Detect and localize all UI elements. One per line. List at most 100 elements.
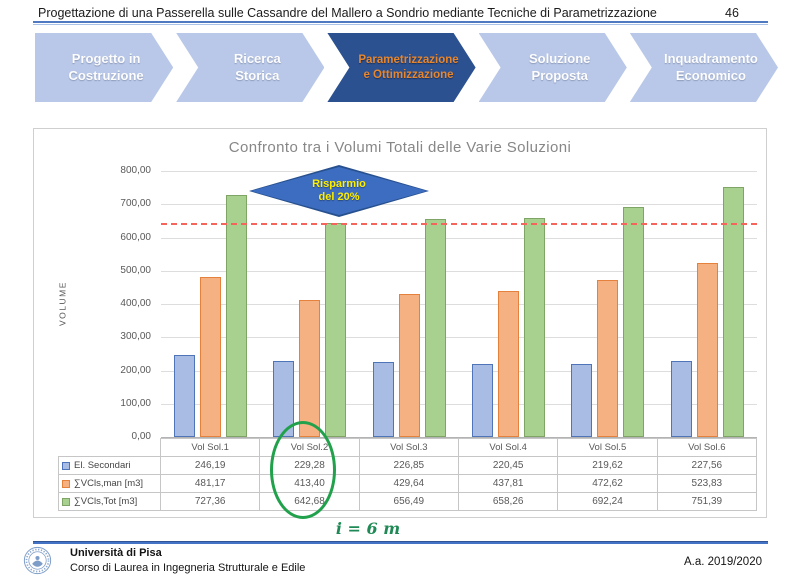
bar-vol-sol.3-series-3 (424, 218, 446, 437)
unipi-logo-icon (23, 546, 52, 580)
legend-swatch-icon (62, 461, 70, 470)
bar-vol-sol.5-series-3 (623, 206, 645, 437)
bar-group-3 (360, 218, 459, 437)
series-label: El. Secondari (74, 460, 131, 471)
bar-vol-sol.4-series-1 (472, 363, 494, 437)
data-table: Vol Sol.1 Vol Sol.2 Vol Sol.3 Vol Sol.4 Vol … (58, 438, 757, 511)
footer-text: Università di Pisa Corso di Laurea in In… (70, 546, 305, 576)
nav-step-label: Costruzione (68, 67, 144, 83)
nav-step-inquadramento-economico: Inquadramento Economico (630, 33, 778, 102)
course-name: Corso di Laurea in Ingegneria Struttural… (70, 561, 306, 574)
bar-vol-sol.6-series-3 (722, 187, 744, 437)
gridline-600 (161, 237, 757, 239)
nav-step-label: e Ottimizzazione (363, 68, 454, 81)
nav-step-label: Ricerca (233, 50, 281, 66)
y-tick-label: 400,00 (120, 298, 151, 309)
table-value: 437,81 (459, 475, 559, 493)
y-tick-label: 100,00 (120, 397, 151, 409)
y-tick-label: 0,00 (131, 431, 151, 442)
table-value: 246,19 (161, 457, 261, 475)
table-value: 481,17 (161, 475, 261, 493)
nav-step-ricerca-storica: Ricerca Storica (176, 33, 324, 102)
nav-step-progetto-in-costruzione: Progetto in Costruzione (35, 33, 173, 102)
table-value: 727,36 (161, 493, 261, 511)
target-dashed-line (161, 223, 757, 226)
chart-title: Confronto tra i Volumi Totali delle Vari… (228, 139, 572, 156)
nav-step-label: Storica (235, 67, 280, 83)
nav-step-label: Progetto in (71, 50, 141, 66)
y-tick-label: 800,00 (120, 165, 151, 176)
table-value: 219,62 (558, 457, 658, 475)
table-value: 226,85 (359, 457, 459, 475)
series-label: ∑VCls,man [m3] (74, 478, 144, 489)
bar-vol-sol.3-series-1 (372, 361, 394, 437)
bar-vol-sol.6-series-1 (670, 361, 692, 437)
page-number: 46 (725, 6, 739, 20)
bar-vol-sol.1-series-1 (174, 355, 196, 437)
y-tick-label: 600,00 (120, 231, 151, 243)
spacing-note: i = 6 m (335, 519, 401, 538)
bar-vol-sol.1-series-3 (226, 195, 248, 437)
table-value: 658,26 (459, 493, 559, 511)
savings-callout-text: Risparmio (312, 177, 366, 190)
table-value: 523,83 (657, 475, 757, 493)
table-col-header: Vol Sol.4 (459, 438, 559, 457)
legend-swatch-icon (62, 479, 70, 488)
nav-step-label: Inquadramento (663, 50, 758, 66)
table-col-header: Vol Sol.3 (359, 438, 459, 457)
bar-vol-sol.2-series-3 (325, 223, 347, 437)
gridline-300 (161, 337, 757, 339)
bar-plot (161, 171, 757, 437)
bar-group-4 (459, 218, 558, 437)
y-tick-label: 300,00 (120, 331, 151, 343)
bar-vol-sol.3-series-2 (398, 294, 420, 437)
nav-step-label: Economico (675, 67, 746, 83)
footer-divider (33, 541, 768, 544)
y-tick-label: 200,00 (120, 364, 151, 376)
y-axis-title: VOLUME (57, 281, 68, 327)
gridline-500 (161, 270, 757, 272)
nav-step-parametrizzazione-ottimizzazione: Parametrizzazione e Ottimizzazione (327, 33, 475, 102)
bar-group-6 (658, 187, 757, 437)
chart-area: Confronto tra i Volumi Totali delle Vari… (33, 128, 767, 519)
table-value: 692,24 (558, 493, 658, 511)
highlight-ellipse (270, 421, 336, 519)
gridline-100 (161, 403, 757, 405)
bar-vol-sol.1-series-2 (200, 277, 222, 437)
table-value: 472,62 (558, 475, 658, 493)
table-col-header: Vol Sol.1 (161, 438, 261, 457)
table-value: 751,39 (657, 493, 757, 511)
academic-year: A.a. 2019/2020 (683, 556, 762, 568)
table-value: 220,45 (459, 457, 559, 475)
table-col-header: Vol Sol.6 (657, 438, 757, 457)
table-corner (58, 438, 161, 457)
bar-vol-sol.5-series-1 (571, 364, 593, 437)
header-divider (33, 21, 768, 25)
y-tick-label: 500,00 (120, 264, 151, 276)
page-title: Progettazione di una Passerella sulle Ca… (38, 6, 657, 20)
bar-vol-sol.2-series-2 (299, 299, 321, 437)
bar-group-1 (161, 195, 260, 437)
gridline-700 (161, 204, 757, 206)
gridline-800 (161, 171, 757, 172)
savings-callout-text: del 20% (318, 191, 360, 203)
bar-group-5 (558, 206, 657, 437)
nav-step-soluzione-proposta: Soluzione Proposta (479, 33, 627, 102)
legend-swatch-icon (62, 497, 70, 506)
y-tick-label: 700,00 (120, 198, 151, 210)
nav-step-label: Parametrizzazione (358, 53, 459, 66)
bar-vol-sol.4-series-2 (498, 291, 520, 437)
table-value: 227,56 (657, 457, 757, 475)
bar-vol-sol.4-series-3 (524, 218, 546, 437)
table-col-header: Vol Sol.5 (558, 438, 658, 457)
table-row-label: ∑VCls,man [m3] (58, 475, 161, 493)
series-label: ∑VCls,Tot [m3] (74, 496, 138, 507)
institution-name: Università di Pisa (70, 547, 162, 559)
nav-step-label: Proposta (531, 67, 588, 83)
gridline-400 (161, 304, 757, 305)
gridline-0 (161, 437, 757, 438)
bar-vol-sol.6-series-2 (696, 262, 718, 437)
table-value: 656,49 (359, 493, 459, 511)
table-value: 429,64 (359, 475, 459, 493)
